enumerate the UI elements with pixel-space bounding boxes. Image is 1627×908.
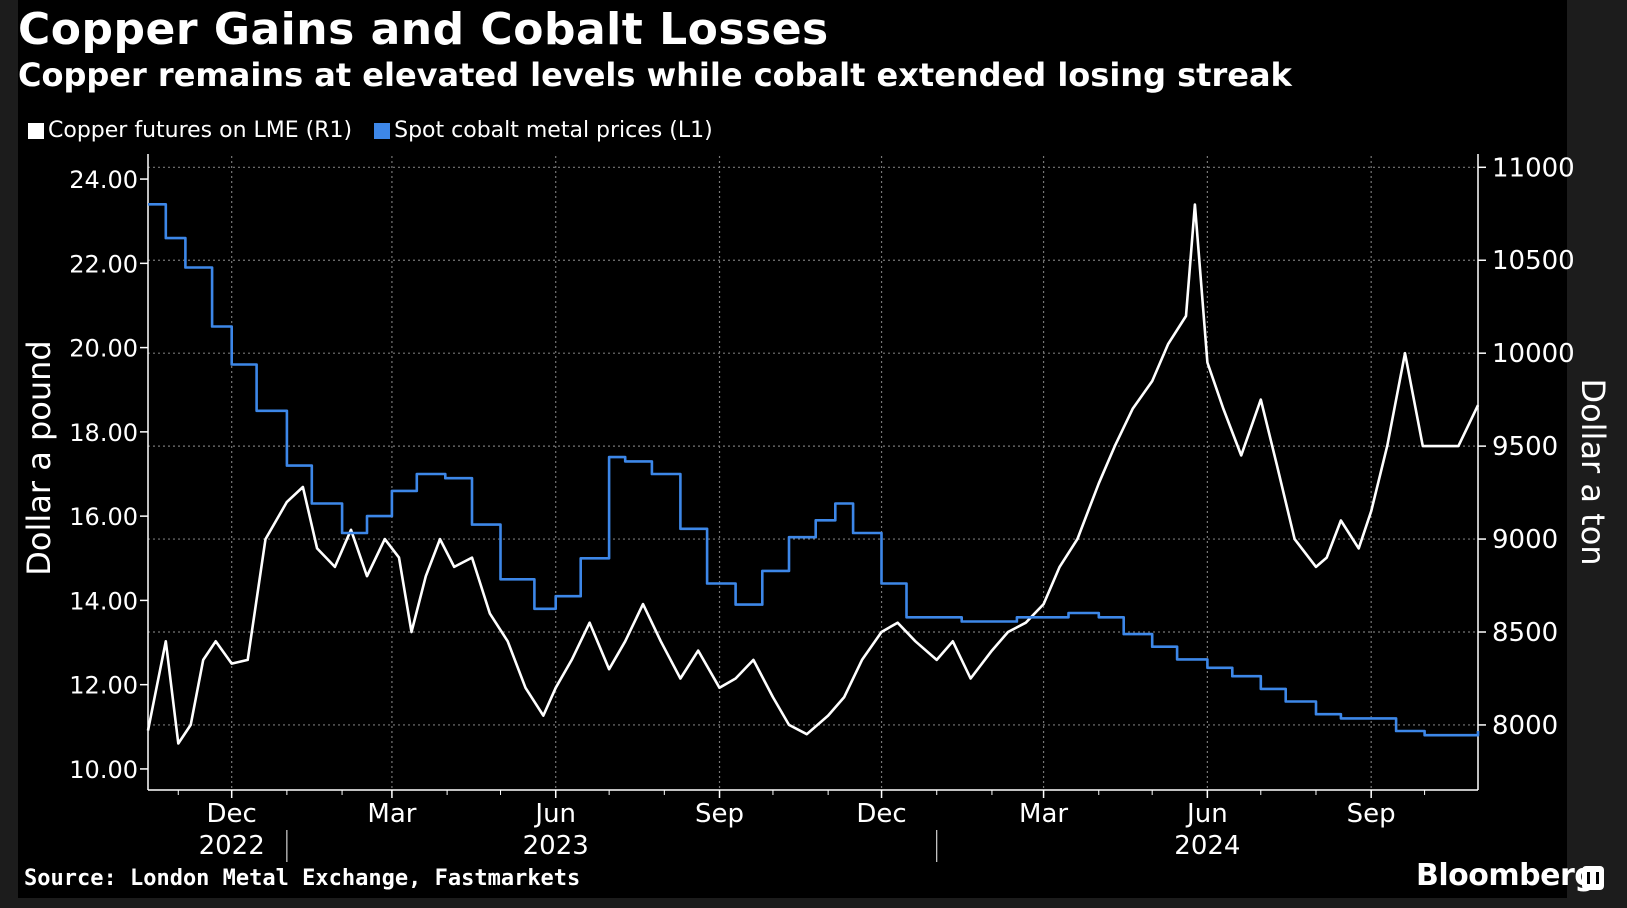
x-tick-label: Jun	[533, 799, 576, 829]
source-note: Source: London Metal Exchange, Fastmarke…	[24, 866, 581, 891]
y-axis-title-right: Dollar a ton	[1574, 378, 1612, 565]
y-tick-label-left: 24.00	[69, 166, 138, 194]
y-tick-label-right: 10500	[1492, 246, 1575, 276]
x-year-label: 2024	[1174, 831, 1240, 861]
y-tick-label-right: 8500	[1492, 618, 1558, 648]
x-tick-label: Sep	[695, 799, 744, 829]
legend-item-cobalt: Spot cobalt metal prices (L1)	[374, 118, 713, 143]
chart-title: Copper Gains and Cobalt Losses	[18, 4, 829, 55]
x-tick-label: Dec	[207, 799, 257, 829]
legend-item-copper: Copper futures on LME (R1)	[28, 118, 352, 143]
chart-legend: Copper futures on LME (R1) Spot cobalt m…	[28, 118, 713, 143]
chart-subtitle: Copper remains at elevated levels while …	[18, 56, 1292, 94]
axes: 11000 10500 10000 9500 9000 8500 8000 24.00 22.0…	[69, 153, 1575, 862]
legend-label-copper: Copper futures on LME (R1)	[48, 118, 353, 143]
x-tick-label: Mar	[367, 799, 416, 829]
y-tick-label-left: 18.00	[69, 419, 138, 447]
x-year-label: 2022	[199, 831, 265, 861]
series-line-copper	[146, 203, 1480, 745]
chart-frame	[18, 0, 1567, 898]
x-year-label: 2023	[523, 831, 589, 861]
y-tick-label-left: 10.00	[69, 756, 138, 784]
y-tick-label-left: 12.00	[69, 672, 138, 700]
y-axis-title-left: Dollar a pound	[20, 340, 58, 575]
x-tick-label: Dec	[856, 799, 906, 829]
legend-swatch-copper	[28, 122, 44, 139]
y-tick-label-left: 22.00	[69, 250, 138, 278]
grid-lines	[148, 156, 1478, 790]
bloomberg-terminal-icon	[1582, 866, 1604, 890]
legend-label-cobalt: Spot cobalt metal prices (L1)	[394, 118, 713, 143]
x-tick-label: Jun	[1185, 799, 1228, 829]
y-tick-label-right: 10000	[1492, 339, 1575, 369]
y-tick-label-right: 8000	[1492, 711, 1558, 741]
y-tick-label-left: 16.00	[69, 503, 138, 531]
x-tick-label: Sep	[1347, 799, 1396, 829]
y-tick-label-right: 9500	[1492, 432, 1558, 462]
legend-swatch-cobalt	[374, 122, 391, 139]
series-lines	[146, 203, 1480, 745]
y-tick-label-left: 14.00	[69, 587, 138, 615]
y-tick-label-right: 11000	[1492, 153, 1575, 183]
y-tick-label-right: 9000	[1492, 525, 1558, 555]
x-tick-label: Mar	[1019, 799, 1068, 829]
y-tick-label-left: 20.00	[69, 335, 138, 363]
series-line-cobalt	[148, 203, 1480, 737]
bloomberg-logo: Bloomberg	[1416, 858, 1596, 893]
